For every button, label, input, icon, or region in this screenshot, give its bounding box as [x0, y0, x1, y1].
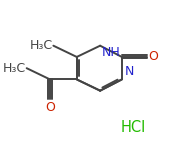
Text: H₃C: H₃C: [3, 62, 26, 75]
Text: HCl: HCl: [121, 120, 146, 135]
Text: O: O: [149, 50, 158, 63]
Text: NH: NH: [102, 46, 121, 59]
Text: N: N: [124, 65, 134, 78]
Text: H₃C: H₃C: [30, 39, 52, 52]
Text: O: O: [45, 101, 55, 113]
